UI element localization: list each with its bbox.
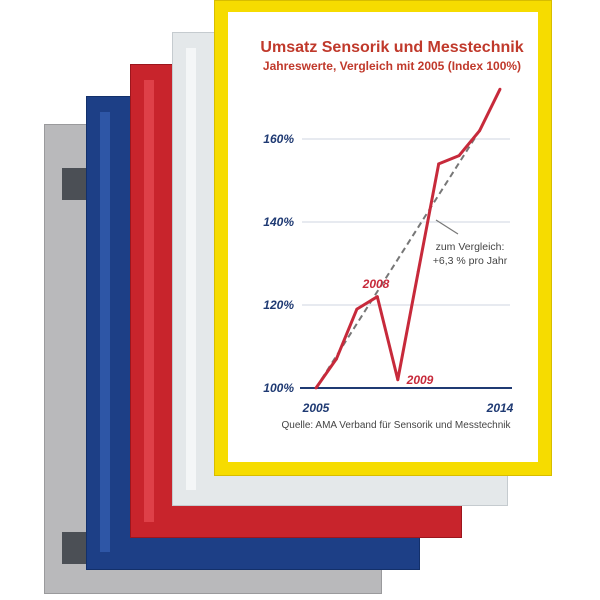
frame-gray-clip	[62, 168, 86, 200]
chart-subtitle: Jahreswerte, Vergleich mit 2005 (Index 1…	[263, 59, 521, 73]
y-tick-label: 140%	[263, 215, 294, 229]
grid	[302, 138, 510, 306]
frame-blue-edge	[100, 112, 110, 552]
y-tick-label: 160%	[263, 132, 294, 146]
frame-red-edge	[144, 80, 154, 522]
data-point	[355, 307, 359, 311]
chart-title: Umsatz Sensorik und Messtechnik	[260, 39, 523, 56]
x-tick-label: 2005	[302, 401, 330, 415]
x-tick-label: 2014	[486, 401, 514, 415]
data-point	[478, 129, 481, 133]
trend-annotation-line2: +6,3 % pro Jahr	[433, 255, 508, 267]
trend-annotation-line1: zum Vergleich:	[436, 241, 505, 253]
data-point	[498, 87, 502, 91]
data-point	[416, 270, 420, 274]
y-tick-labels: 100% 120% 140% 160%	[263, 132, 294, 395]
annotation-2009: 2009	[406, 373, 434, 387]
y-tick-label: 100%	[263, 381, 294, 395]
chart-source: Quelle: AMA Verband für Sensorik und Mes…	[281, 420, 511, 431]
x-tick-labels: 2005 2014	[302, 401, 514, 415]
data-point	[437, 162, 441, 166]
data-point	[457, 154, 461, 158]
series-points	[314, 87, 502, 390]
frame-white-edge	[186, 48, 196, 490]
data-point	[396, 378, 400, 382]
data-point	[335, 357, 338, 361]
trend-pointer	[435, 219, 459, 235]
annotation-2008: 2008	[362, 277, 390, 291]
y-tick-label: 120%	[263, 298, 294, 312]
data-point	[375, 295, 379, 299]
series-line	[314, 88, 502, 389]
data-point	[314, 386, 318, 390]
frame-gray-clip-bottom	[62, 532, 86, 564]
